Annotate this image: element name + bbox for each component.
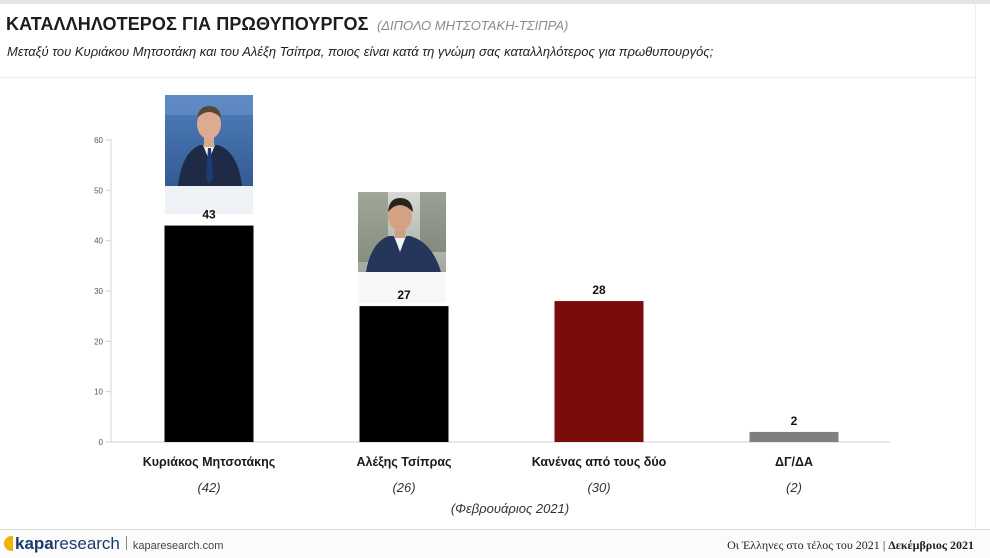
photo-alexis-tsipras xyxy=(358,192,446,303)
category-label-2: Κανένας από τους δύο xyxy=(532,455,667,469)
bar-1 xyxy=(359,306,449,442)
y-tick-label: 0 xyxy=(99,438,104,447)
report-separator: | xyxy=(882,538,886,552)
y-tick-label: 20 xyxy=(94,337,103,346)
y-axis-ticks: 0 10 20 30 40 50 60 xyxy=(94,136,111,447)
y-tick-label: 10 xyxy=(94,388,103,397)
photo-kyriakos-mitsotakis xyxy=(165,95,253,214)
bar-chart: 0 10 20 30 40 50 60 43 27 28 2 Κυριάκος Μητσοτάκη… xyxy=(94,95,890,516)
previous-period-label: (Φεβρουάριος 2021) xyxy=(451,501,569,516)
brand-name-light: research xyxy=(53,534,120,553)
survey-question: Μεταξύ του Κυριάκου Μητσοτάκη και του Αλ… xyxy=(7,44,714,59)
y-tick-label: 30 xyxy=(94,287,103,296)
slide-title: ΚΑΤΑΛΛΗΛΟΤΕΡΟΣ ΓΙΑ ΠΡΩΘΥΠΟΥΡΓΟΣ xyxy=(6,14,369,34)
y-tick-label: 40 xyxy=(94,237,103,246)
previous-value-1: (26) xyxy=(392,480,415,495)
slide-title-note: (ΔΙΠΟΛΟ ΜΗΤΣΟΤΑΚΗ-ΤΣΙΠΡΑ) xyxy=(376,18,569,33)
value-labels: 43 27 28 2 xyxy=(202,208,797,428)
footer-report-info: Οι Έλληνες στο τέλος του 2021 | Δεκέμβρι… xyxy=(727,538,974,553)
brand-separator xyxy=(125,536,127,550)
bars xyxy=(164,225,839,442)
brand-website: kaparesearch.com xyxy=(132,540,224,552)
right-rule xyxy=(975,0,976,530)
bar-3 xyxy=(749,431,839,442)
y-tick-label: 60 xyxy=(94,136,103,145)
header-divider xyxy=(0,77,975,78)
value-label-2: 28 xyxy=(592,283,606,297)
report-title: Οι Έλληνες στο τέλος του 2021 xyxy=(727,538,880,552)
category-labels: Κυριάκος Μητσοτάκης Αλέξης Τσίπρας Κανένας… xyxy=(143,455,813,469)
brand-name-bold: kapa xyxy=(15,534,54,553)
previous-value-0: (42) xyxy=(197,480,220,495)
top-border xyxy=(0,0,990,4)
bar-0 xyxy=(164,225,254,442)
previous-value-labels: (42) (26) (30) (2) xyxy=(197,480,802,495)
slide-heading: ΚΑΤΑΛΛΗΛΟΤΕΡΟΣ ΓΙΑ ΠΡΩΘΥΠΟΥΡΓΟΣ (ΔΙΠΟΛΟ … xyxy=(6,14,568,35)
value-label-1: 27 xyxy=(397,288,411,302)
brand-logo: kaparesearch kaparesearch.com xyxy=(4,534,223,554)
value-label-0: 43 xyxy=(202,208,216,222)
value-label-3: 2 xyxy=(791,414,798,428)
footer: kaparesearch kaparesearch.com Οι Έλληνες … xyxy=(0,529,990,558)
category-label-0: Κυριάκος Μητσοτάκης xyxy=(143,455,276,469)
bar-2 xyxy=(554,301,644,442)
y-tick-label: 50 xyxy=(94,186,103,195)
category-label-3: ΔΓ/ΔΑ xyxy=(775,455,813,469)
report-period: Δεκέμβριος 2021 xyxy=(888,538,974,552)
category-label-1: Αλέξης Τσίπρας xyxy=(356,455,451,469)
brand-mark-icon xyxy=(4,536,13,551)
previous-value-2: (30) xyxy=(587,480,610,495)
previous-value-3: (2) xyxy=(786,480,802,495)
